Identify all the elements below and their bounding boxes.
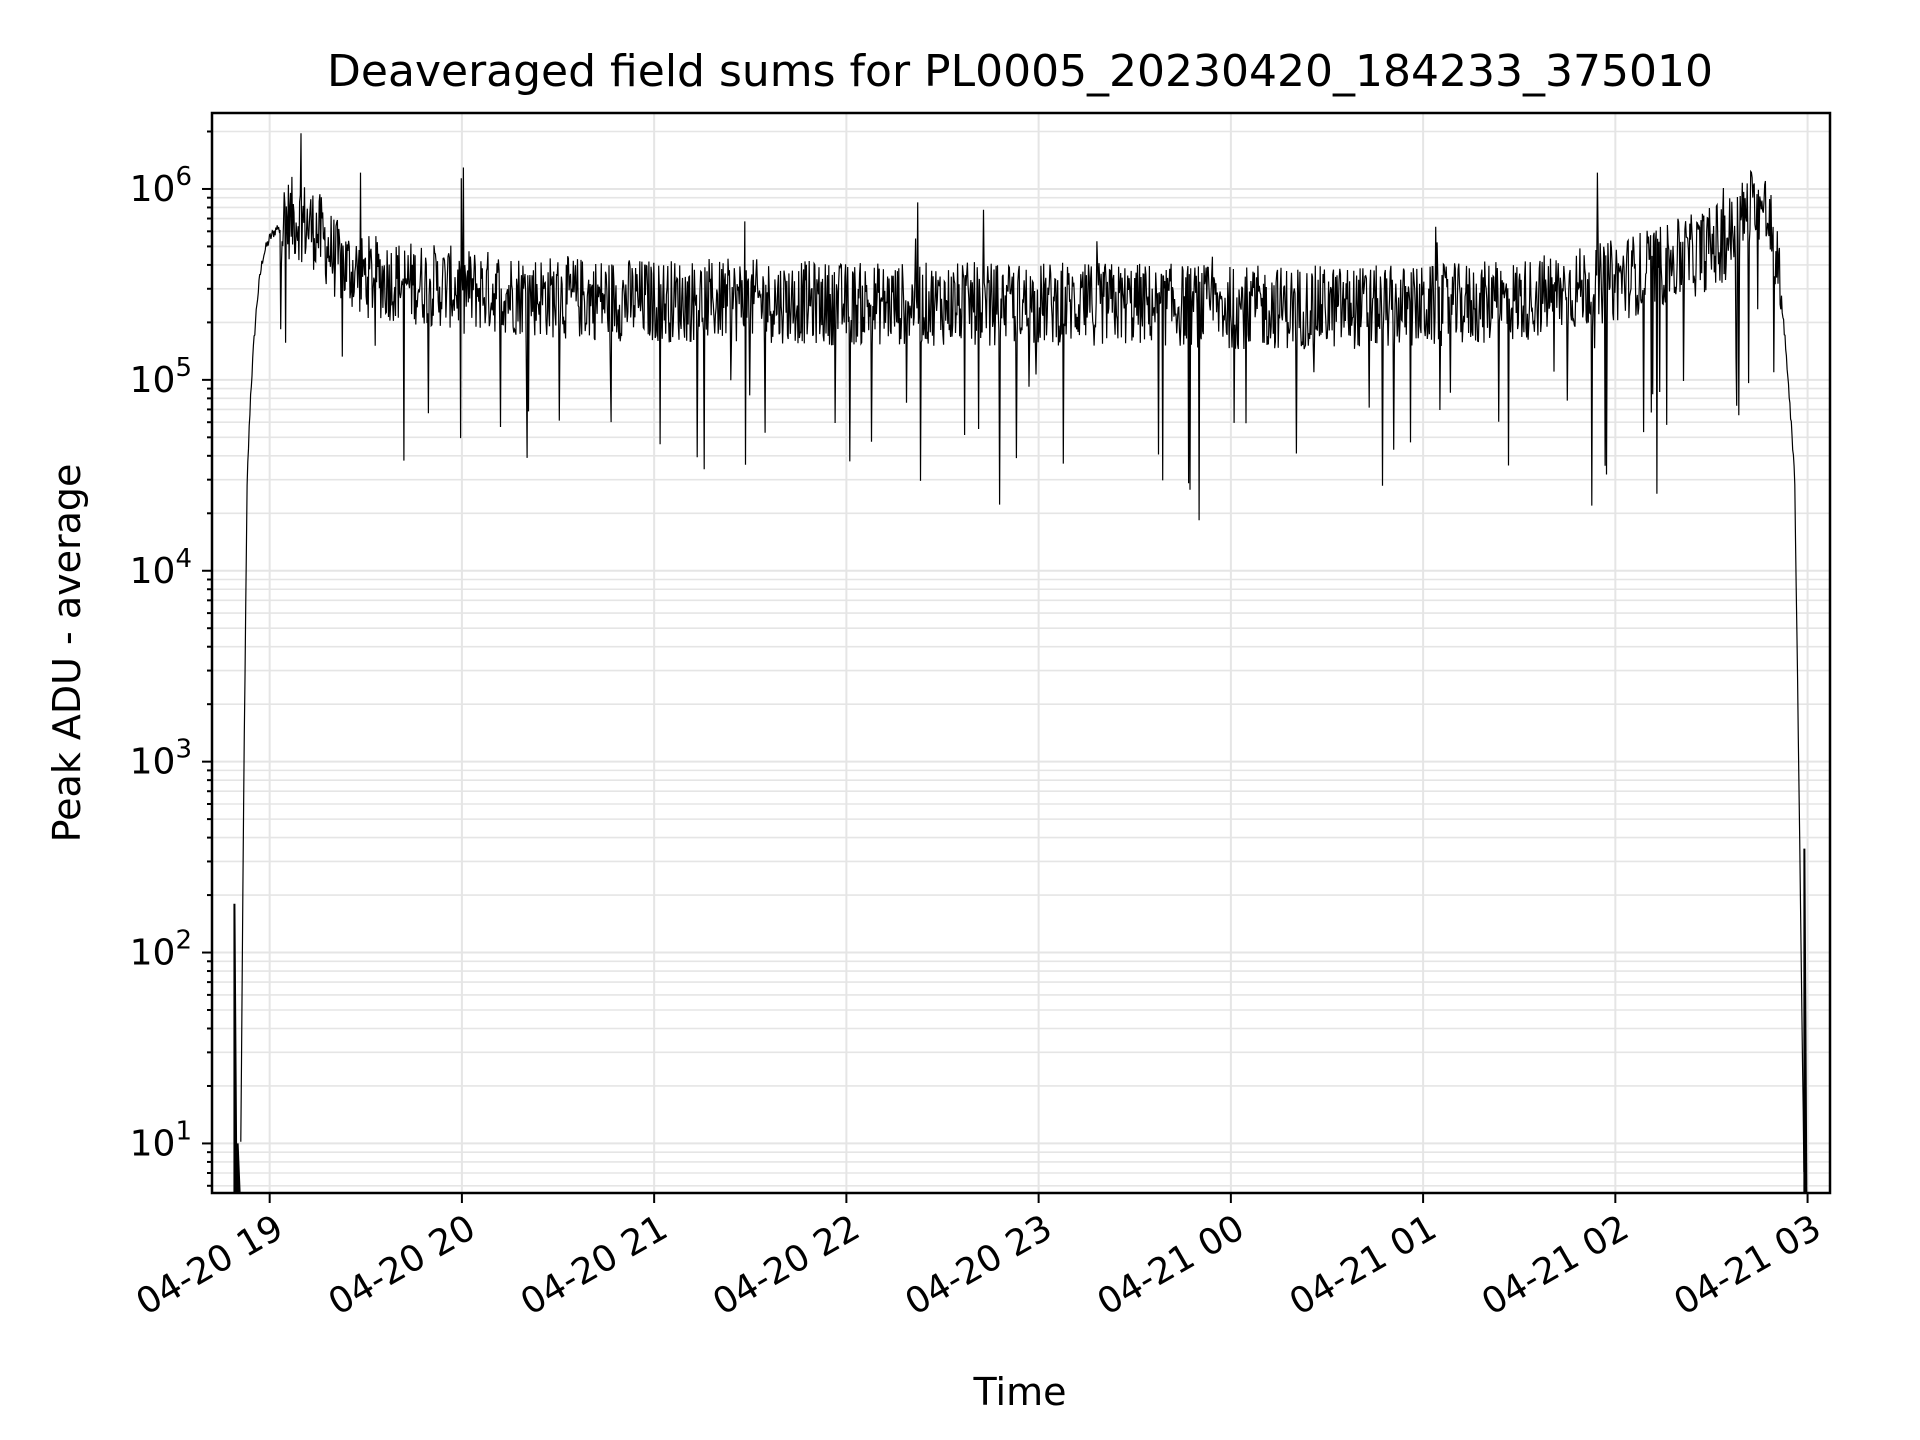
y-tick-exponent: 1 bbox=[175, 1116, 192, 1146]
data-spike bbox=[236, 1143, 241, 1194]
y-tick-exponent: 2 bbox=[175, 926, 192, 956]
y-tick-exponent: 5 bbox=[175, 353, 192, 383]
y-tick-label: 104 bbox=[130, 544, 192, 592]
y-tick-exponent: 3 bbox=[175, 735, 192, 765]
data-spike bbox=[233, 903, 238, 1194]
y-tick-base: 10 bbox=[130, 742, 176, 783]
plot-area bbox=[233, 133, 1808, 1194]
y-tick-exponent: 6 bbox=[175, 162, 192, 192]
x-tick-label: 04-20 20 bbox=[322, 1207, 483, 1323]
x-tick-label: 04-21 00 bbox=[1091, 1207, 1252, 1323]
plot-frame bbox=[210, 111, 1832, 1195]
y-tick-base: 10 bbox=[130, 1123, 176, 1164]
y-tick-label: 105 bbox=[130, 353, 192, 401]
y-tick-label: 103 bbox=[130, 735, 192, 783]
y-axis-label: Peak ADU - average bbox=[45, 464, 89, 843]
x-tick-label: 04-20 23 bbox=[898, 1207, 1059, 1323]
x-axis-label: Time bbox=[973, 1370, 1067, 1414]
y-tick-base: 10 bbox=[130, 360, 176, 401]
x-tick-label: 04-21 03 bbox=[1667, 1207, 1828, 1323]
x-tick-label: 04-20 22 bbox=[706, 1207, 867, 1323]
y-tick-base: 10 bbox=[130, 169, 176, 210]
y-tick-base: 10 bbox=[130, 551, 176, 592]
y-tick-base: 10 bbox=[130, 933, 176, 974]
x-tick-label: 04-20 21 bbox=[514, 1207, 675, 1323]
x-tick-label: 04-20 19 bbox=[129, 1207, 290, 1323]
y-tick-label: 106 bbox=[130, 162, 192, 210]
y-tick-label: 102 bbox=[130, 926, 192, 974]
y-tick-exponent: 4 bbox=[175, 544, 192, 574]
x-tick-label: 04-21 01 bbox=[1283, 1207, 1444, 1323]
y-tick-label: 101 bbox=[130, 1116, 192, 1164]
chart-title: Deaveraged field sums for PL0005_2023042… bbox=[327, 46, 1713, 97]
x-tick-label: 04-21 02 bbox=[1475, 1207, 1636, 1323]
data-series-line bbox=[240, 133, 1805, 1173]
grid bbox=[212, 113, 1830, 1193]
x-axis: 04-20 19 04-20 20 04-20 21 04-20 22 04-20 23… bbox=[129, 1193, 1828, 1324]
data-spike bbox=[1803, 848, 1808, 1194]
